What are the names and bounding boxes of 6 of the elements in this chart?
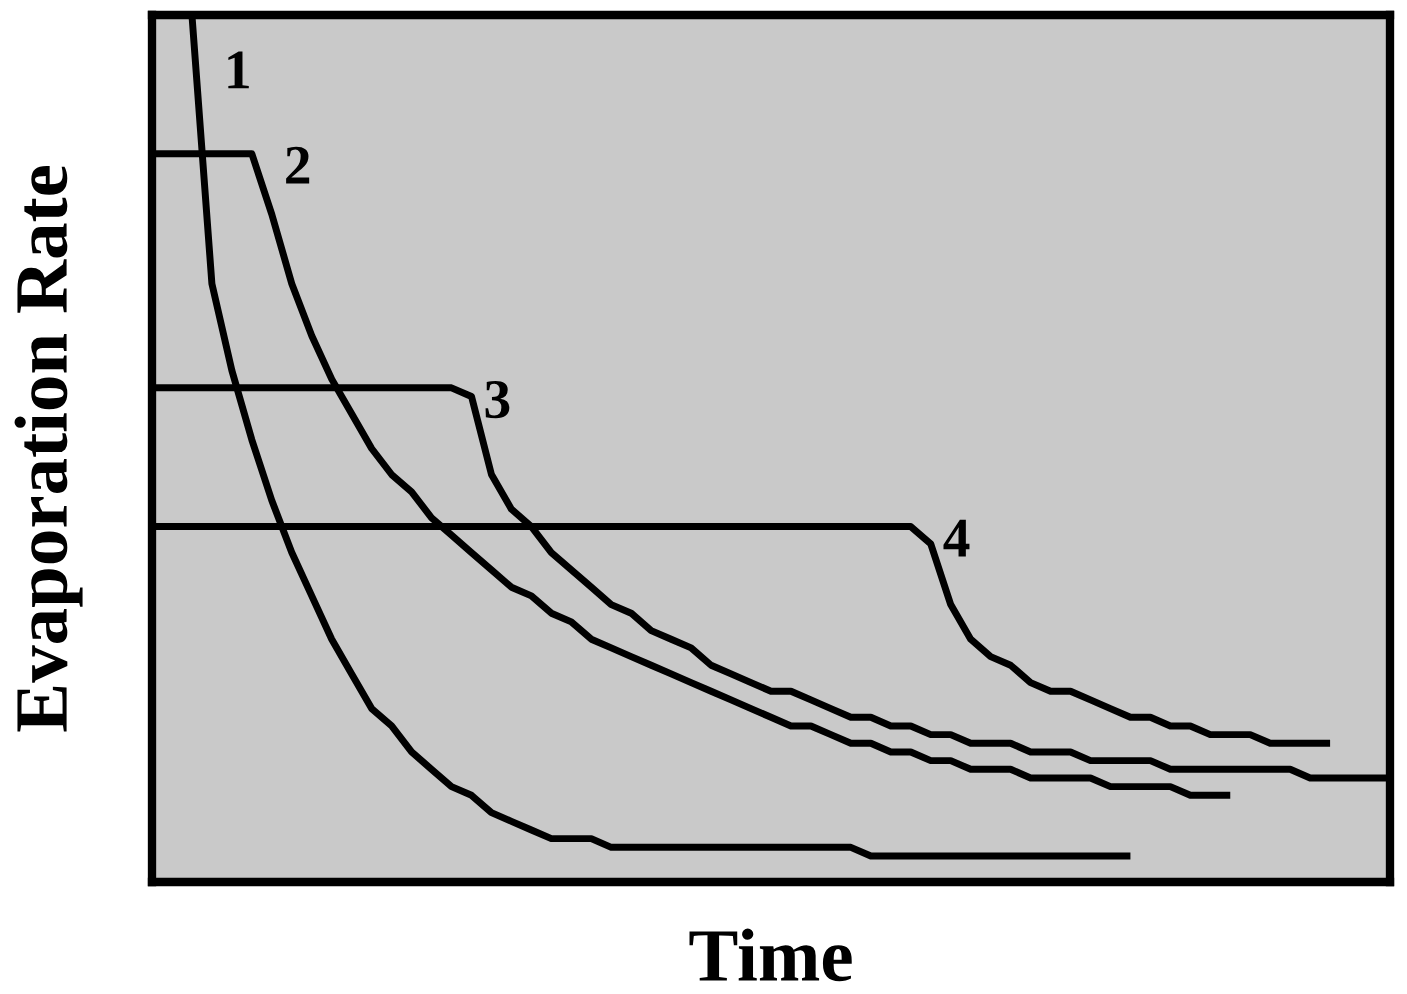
y-axis-title: Evaporation Rate [14,166,83,732]
series-label: 2 [286,146,310,184]
series-label: 4 [943,519,970,557]
series-label: 1 [228,51,249,89]
series-label: 3 [485,380,510,419]
x-axis-title: Time [689,928,852,982]
